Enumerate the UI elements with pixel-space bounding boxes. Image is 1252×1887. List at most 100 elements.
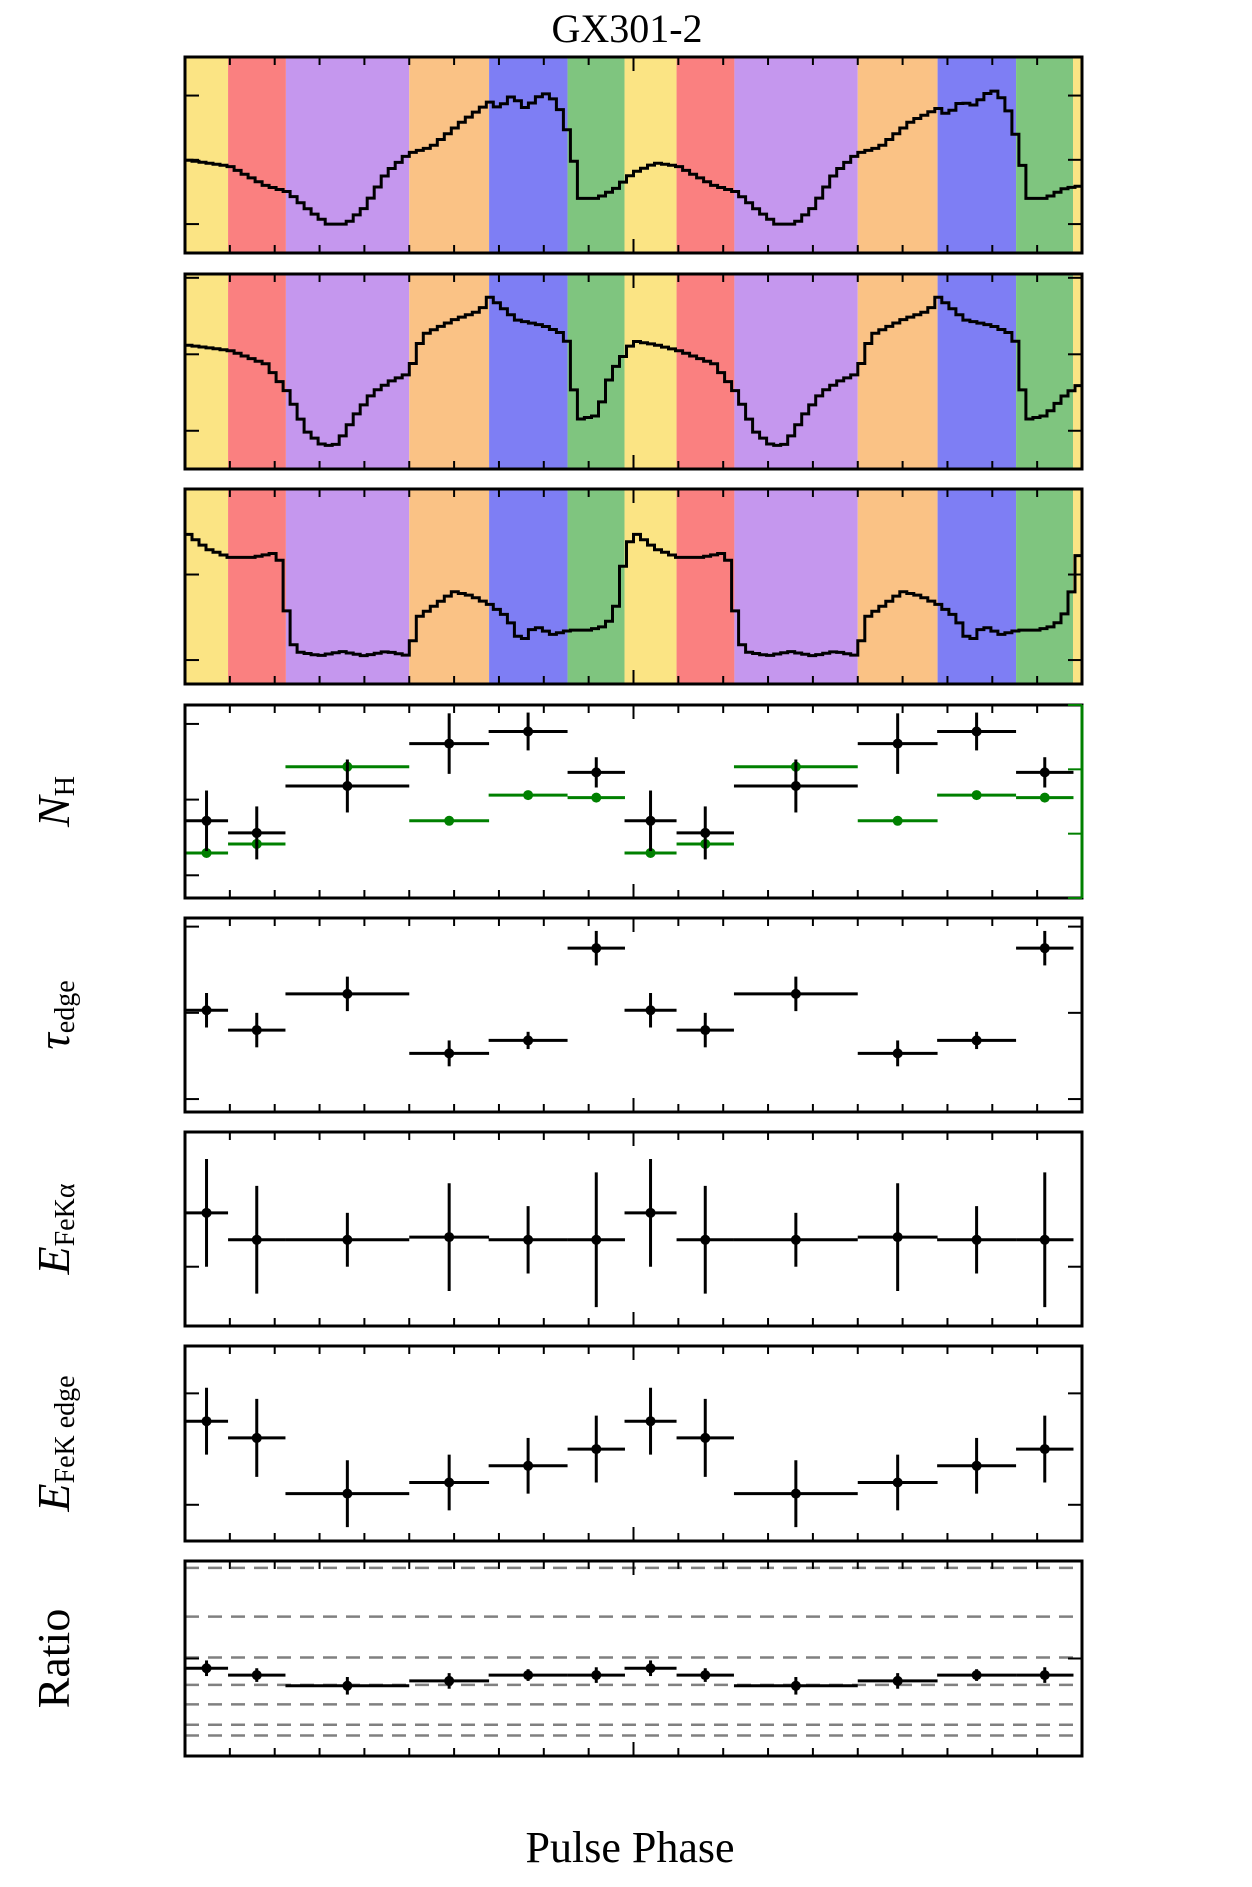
data-point — [892, 738, 903, 749]
phase-band-yellow — [624, 57, 677, 253]
panel-frame — [183, 1344, 1084, 1543]
data-point — [892, 1232, 903, 1243]
phase-band-red — [228, 489, 286, 684]
data-point — [1039, 943, 1050, 954]
data-point — [251, 1025, 262, 1036]
data-point — [700, 1432, 711, 1443]
phase-band-purple — [285, 274, 410, 469]
data-point — [1039, 767, 1050, 778]
gamma-point — [591, 792, 602, 803]
phase-band-green — [567, 274, 625, 469]
data-point — [201, 1207, 212, 1218]
phase-band-yellow — [624, 489, 677, 684]
panel-e: τedge — [28, 916, 1084, 1114]
panel-c — [183, 487, 1084, 686]
phase-band-blue — [937, 57, 1017, 253]
data-point — [1039, 1234, 1050, 1245]
data-point — [444, 1675, 455, 1686]
phase-band-yellow — [185, 489, 229, 684]
data-point — [523, 726, 534, 737]
data-point — [700, 827, 711, 838]
y-axis-label-subscript: H — [50, 776, 81, 796]
gamma-point — [201, 847, 212, 858]
data-point — [201, 1663, 212, 1674]
data-point — [645, 1207, 656, 1218]
x-axis-label: Pulse Phase — [526, 1823, 735, 1872]
gamma-point — [645, 847, 656, 858]
phase-band-green — [1016, 489, 1074, 684]
gamma-point — [892, 815, 903, 826]
phase-band-purple — [734, 274, 858, 469]
panel-a — [183, 55, 1084, 255]
phase-band-green — [1016, 57, 1074, 253]
figure-title: GX301-2 — [551, 6, 702, 51]
data-point — [342, 780, 353, 791]
data-point — [700, 1670, 711, 1681]
data-point — [591, 767, 602, 778]
y-axis-label-subscript: FeKα — [50, 1183, 81, 1246]
y-axis-label-main: Ratio — [28, 1609, 79, 1709]
gamma-point — [971, 790, 982, 801]
gamma-point — [1039, 792, 1050, 803]
data-point — [971, 1234, 982, 1245]
data-point — [342, 988, 353, 999]
data-point — [790, 1680, 801, 1691]
panel-h: Ratio — [28, 1559, 1084, 1758]
data-point — [790, 988, 801, 999]
data-point — [892, 1675, 903, 1686]
panel-frame — [183, 703, 1084, 900]
phase-band-orange — [857, 274, 938, 469]
y-axis-label-main: E — [28, 1483, 79, 1512]
panel-g: EFeK edge — [28, 1344, 1084, 1543]
y-axis-label-main: τ — [28, 1032, 79, 1050]
data-point — [201, 1416, 212, 1427]
data-point — [523, 1035, 534, 1046]
data-point — [444, 1477, 455, 1488]
data-point — [342, 1680, 353, 1691]
panel-frame — [183, 916, 1084, 1114]
data-point — [251, 1234, 262, 1245]
data-point — [523, 1234, 534, 1245]
data-point — [645, 1416, 656, 1427]
step-curve — [185, 295, 1082, 447]
y-axis-label: EFeK edge — [28, 1375, 82, 1512]
data-point — [700, 1025, 711, 1036]
phase-band-green — [567, 57, 625, 253]
data-point — [790, 1488, 801, 1499]
phase-band-yellow — [185, 274, 229, 469]
data-point — [645, 815, 656, 826]
phase-band-yellow — [185, 57, 229, 253]
phase-band-orange — [857, 489, 938, 684]
panel-b — [183, 272, 1084, 471]
phase-band-orange — [857, 57, 938, 253]
data-point — [790, 1234, 801, 1245]
data-point — [645, 1005, 656, 1016]
y-axis-label: EFeKα — [28, 1183, 82, 1275]
data-point — [971, 1670, 982, 1681]
panel-f: EFeKα — [28, 1130, 1084, 1328]
phase-band-blue — [937, 489, 1017, 684]
data-point — [523, 1670, 534, 1681]
data-point — [1039, 1444, 1050, 1455]
data-point — [201, 1005, 212, 1016]
data-point — [591, 1234, 602, 1245]
data-point — [444, 1048, 455, 1059]
data-point — [251, 1670, 262, 1681]
phase-band-blue — [937, 274, 1017, 469]
phase-band-yellow — [1073, 489, 1082, 684]
data-point — [591, 1444, 602, 1455]
y-axis-label-subscript: edge — [50, 980, 81, 1033]
data-point — [591, 943, 602, 954]
data-point — [342, 1234, 353, 1245]
phase-band-orange — [409, 57, 490, 253]
y-axis-label: NH — [28, 776, 82, 828]
data-point — [645, 1663, 656, 1674]
phase-band-blue — [489, 274, 568, 469]
data-point — [342, 1488, 353, 1499]
data-point — [444, 1232, 455, 1243]
phase-band-green — [1016, 274, 1074, 469]
phase-band-red — [228, 57, 286, 253]
data-point — [251, 827, 262, 838]
data-point — [444, 738, 455, 749]
